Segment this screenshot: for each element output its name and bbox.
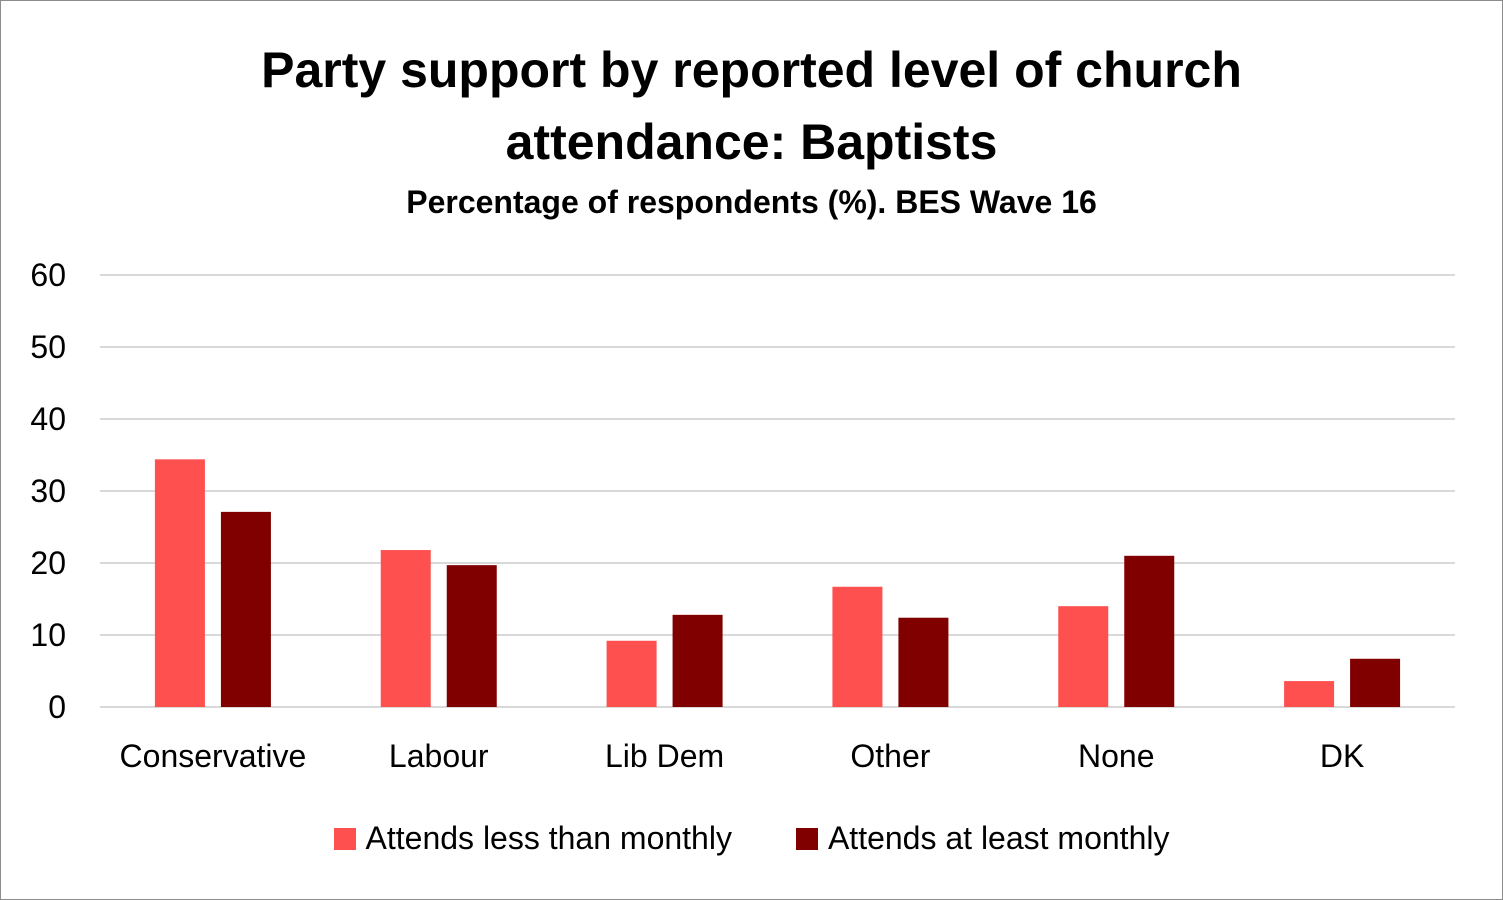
y-tick-label: 30 (30, 473, 66, 509)
y-tick-label: 40 (30, 401, 66, 437)
legend-label: Attends less than monthly (365, 820, 732, 856)
legend-label: Attends at least monthly (827, 820, 1170, 856)
legend-swatch (333, 827, 356, 850)
y-tick-label: 50 (30, 329, 66, 365)
chart-title-line-1: Party support by reported level of churc… (261, 42, 1242, 98)
legend-item-less-than-monthly: Attends less than monthly (333, 820, 732, 857)
x-tick-label: Other (850, 738, 930, 774)
bar-conservative-series-1 (154, 459, 205, 707)
legend-swatch (795, 827, 818, 850)
x-tick-label: Labour (389, 738, 489, 774)
bar-conservative-series-2 (220, 511, 271, 707)
bar-dk-series-2 (1350, 658, 1401, 707)
bar-lib-dem-series-2 (672, 614, 723, 707)
bar-dk-series-1 (1284, 681, 1335, 707)
legend-item-at-least-monthly: Attends at least monthly (795, 820, 1170, 857)
chart-title-line-2: attendance: Baptists (505, 114, 998, 170)
x-tick-label: Conservative (120, 738, 307, 774)
bar-labour-series-2 (446, 565, 497, 707)
bar-none-series-1 (1058, 606, 1109, 707)
y-tick-label: 20 (30, 545, 66, 581)
y-tick-label: 10 (30, 617, 66, 653)
x-tick-label: None (1078, 738, 1155, 774)
bar-labour-series-1 (380, 550, 431, 707)
y-tick-label: 60 (30, 257, 66, 293)
bar-lib-dem-series-1 (606, 640, 657, 707)
x-tick-label: DK (1320, 738, 1364, 774)
chart-subtitle: Percentage of respondents (%). BES Wave … (406, 184, 1097, 220)
bar-other-series-2 (898, 617, 949, 707)
bar-other-series-1 (832, 586, 883, 707)
y-tick-label: 0 (48, 689, 66, 725)
bar-none-series-2 (1124, 555, 1175, 707)
x-tick-label: Lib Dem (605, 738, 724, 774)
legend: Attends less than monthly Attends at lea… (0, 820, 1503, 857)
